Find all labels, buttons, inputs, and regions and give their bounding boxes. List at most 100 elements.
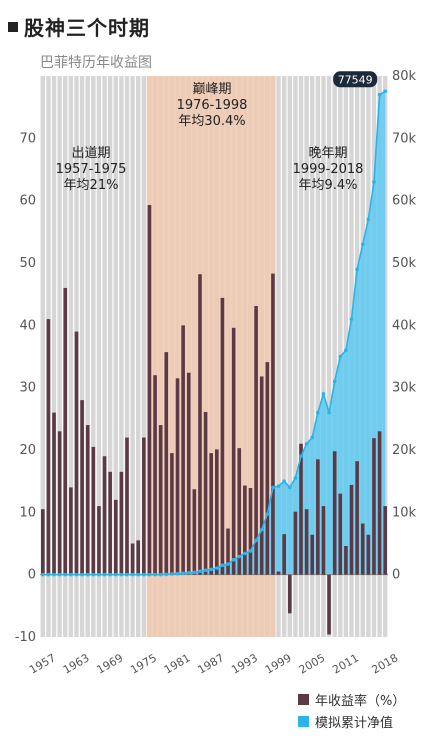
cumulative-point xyxy=(97,572,101,577)
cumulative-point xyxy=(248,549,253,553)
x-axis-tick-label: 1993 xyxy=(229,651,260,676)
title-square-icon xyxy=(8,21,18,32)
return-bar xyxy=(153,375,157,575)
return-bar xyxy=(304,509,309,575)
x-axis-tick-label: 1975 xyxy=(128,651,159,676)
era-label-late: 晚年期 1999-2018 年均9.4% xyxy=(283,146,373,194)
return-bar xyxy=(97,506,101,575)
return-bar xyxy=(282,534,286,575)
return-bar xyxy=(69,487,73,575)
cumulative-point xyxy=(349,317,354,321)
chart-title: 股神三个时期 xyxy=(8,12,150,41)
return-bar xyxy=(203,411,208,575)
background-stripe xyxy=(124,76,130,637)
legend-annual-return: 年收益率（%） xyxy=(298,690,405,709)
return-bar xyxy=(372,438,376,575)
return-bar xyxy=(231,327,236,575)
background-stripe xyxy=(276,76,281,637)
era-early-avg: 年均21% xyxy=(63,178,119,193)
return-bar xyxy=(85,425,90,575)
cumulative-point xyxy=(130,572,135,577)
cumulative-point xyxy=(153,572,157,577)
return-bar xyxy=(276,571,281,575)
right-axis-tick-label: 30k xyxy=(392,381,417,396)
x-axis-tick-label: 1981 xyxy=(162,651,193,676)
return-bar xyxy=(360,523,365,575)
return-bar xyxy=(243,485,247,575)
return-bar xyxy=(147,205,152,575)
cumulative-point xyxy=(220,563,225,568)
return-bar xyxy=(366,534,371,575)
background-stripe xyxy=(57,76,62,637)
return-bar xyxy=(310,534,315,575)
cumulative-point xyxy=(271,485,275,490)
cumulative-point xyxy=(327,410,331,415)
return-bar xyxy=(41,509,45,575)
return-bar xyxy=(349,484,354,575)
return-bar xyxy=(192,489,197,575)
return-bar xyxy=(293,511,298,575)
return-bar xyxy=(136,540,141,575)
cumulative-point xyxy=(91,572,96,577)
return-bar xyxy=(113,499,118,575)
return-bar xyxy=(248,488,253,575)
cumulative-point xyxy=(186,570,191,575)
era-late-avg: 年均9.4% xyxy=(298,178,358,193)
return-bar xyxy=(142,437,146,575)
return-bar xyxy=(164,352,169,575)
background-stripe xyxy=(321,76,326,637)
return-bar xyxy=(254,306,258,575)
cumulative-point xyxy=(332,379,337,384)
background-stripe xyxy=(141,76,147,637)
return-bar xyxy=(63,287,68,575)
background-stripe xyxy=(79,76,85,637)
background-stripe xyxy=(51,76,57,637)
return-bar xyxy=(237,448,242,575)
cumulative-point xyxy=(265,512,270,517)
cumulative-point xyxy=(287,485,292,490)
return-bar xyxy=(265,362,270,575)
left-axis-tick-label: 10 xyxy=(19,505,36,520)
cumulative-point xyxy=(243,551,247,556)
x-axis-tick-label: 1987 xyxy=(196,651,227,676)
return-bar xyxy=(102,456,107,575)
return-bar xyxy=(321,506,326,575)
x-axis-tick-label: 1969 xyxy=(95,651,126,676)
background-stripe xyxy=(96,76,102,637)
cumulative-point xyxy=(181,571,185,576)
left-axis-tick-label: 60 xyxy=(19,194,36,209)
title-text: 股神三个时期 xyxy=(24,16,150,40)
x-axis-tick-label: 2005 xyxy=(297,651,328,676)
background-stripe xyxy=(298,76,304,637)
background-stripe xyxy=(304,76,309,637)
legend-label-return: 年收益率（%） xyxy=(315,694,406,709)
return-bar xyxy=(170,453,174,575)
return-bar xyxy=(259,376,264,575)
era-label-early: 出道期 1957-1975 年均21% xyxy=(46,146,136,194)
cumulative-point xyxy=(147,572,152,577)
cumulative-point xyxy=(203,568,208,573)
return-bar xyxy=(226,528,230,575)
era-peak-years: 1976-1998 xyxy=(176,98,248,113)
left-axis-tick-label: 40 xyxy=(19,318,36,333)
background-stripe xyxy=(326,76,332,637)
era-late-years: 1999-2018 xyxy=(292,162,364,177)
era-early-name: 出道期 xyxy=(71,146,111,161)
right-axis-tick-label: 60k xyxy=(392,194,417,209)
x-axis-tick-label: 1957 xyxy=(27,651,58,676)
left-axis-tick-label: 50 xyxy=(19,256,36,271)
background-stripe xyxy=(107,76,113,637)
return-bar xyxy=(130,543,135,575)
return-bar xyxy=(125,437,129,575)
era-peak-avg: 年均30.4% xyxy=(178,114,246,129)
return-bar xyxy=(316,459,320,575)
background-stripe xyxy=(281,76,287,637)
background-stripe xyxy=(68,76,74,637)
return-bar xyxy=(91,446,96,575)
cumulative-point xyxy=(293,476,298,480)
cumulative-point xyxy=(226,562,230,566)
cumulative-point xyxy=(63,572,68,577)
background-stripe xyxy=(119,76,124,637)
return-bar xyxy=(80,400,84,575)
